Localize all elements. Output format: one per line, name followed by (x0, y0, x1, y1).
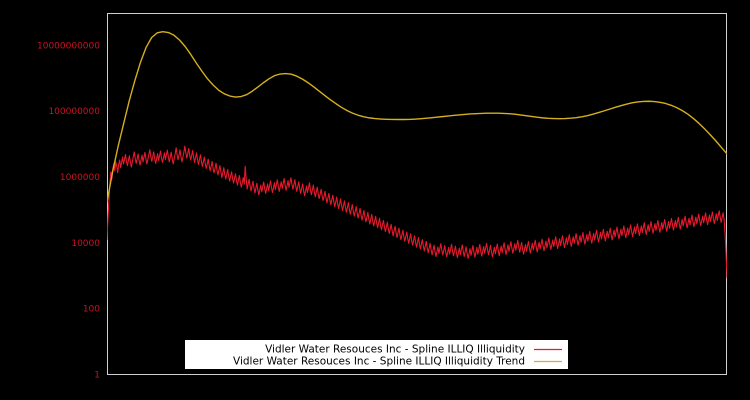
y-axis-tick-labels: 1 100 10000 1000000 100000000 10000000000 (37, 41, 100, 380)
series-line-illiquidity-trend (107, 31, 727, 203)
data-series-group (107, 31, 727, 279)
legend-label-illiquidity-trend: Vidler Water Resouces Inc - Spline ILLIQ… (233, 356, 525, 368)
plot-frame (107, 13, 727, 375)
y-tick-label: 100000000 (48, 107, 100, 117)
y-tick-label: 1000000 (60, 173, 100, 183)
legend-label-illiquidity: Vidler Water Resouces Inc - Spline ILLIQ… (265, 344, 525, 356)
chart-legend: Vidler Water Resouces Inc - Spline ILLIQ… (185, 340, 568, 369)
y-tick-label: 1 (94, 371, 100, 381)
series-line-illiquidity (107, 145, 727, 279)
y-tick-label: 10000 (71, 239, 100, 249)
legend-background (185, 340, 568, 369)
y-tick-label: 10000000000 (37, 41, 100, 51)
y-tick-label: 100 (83, 305, 100, 315)
